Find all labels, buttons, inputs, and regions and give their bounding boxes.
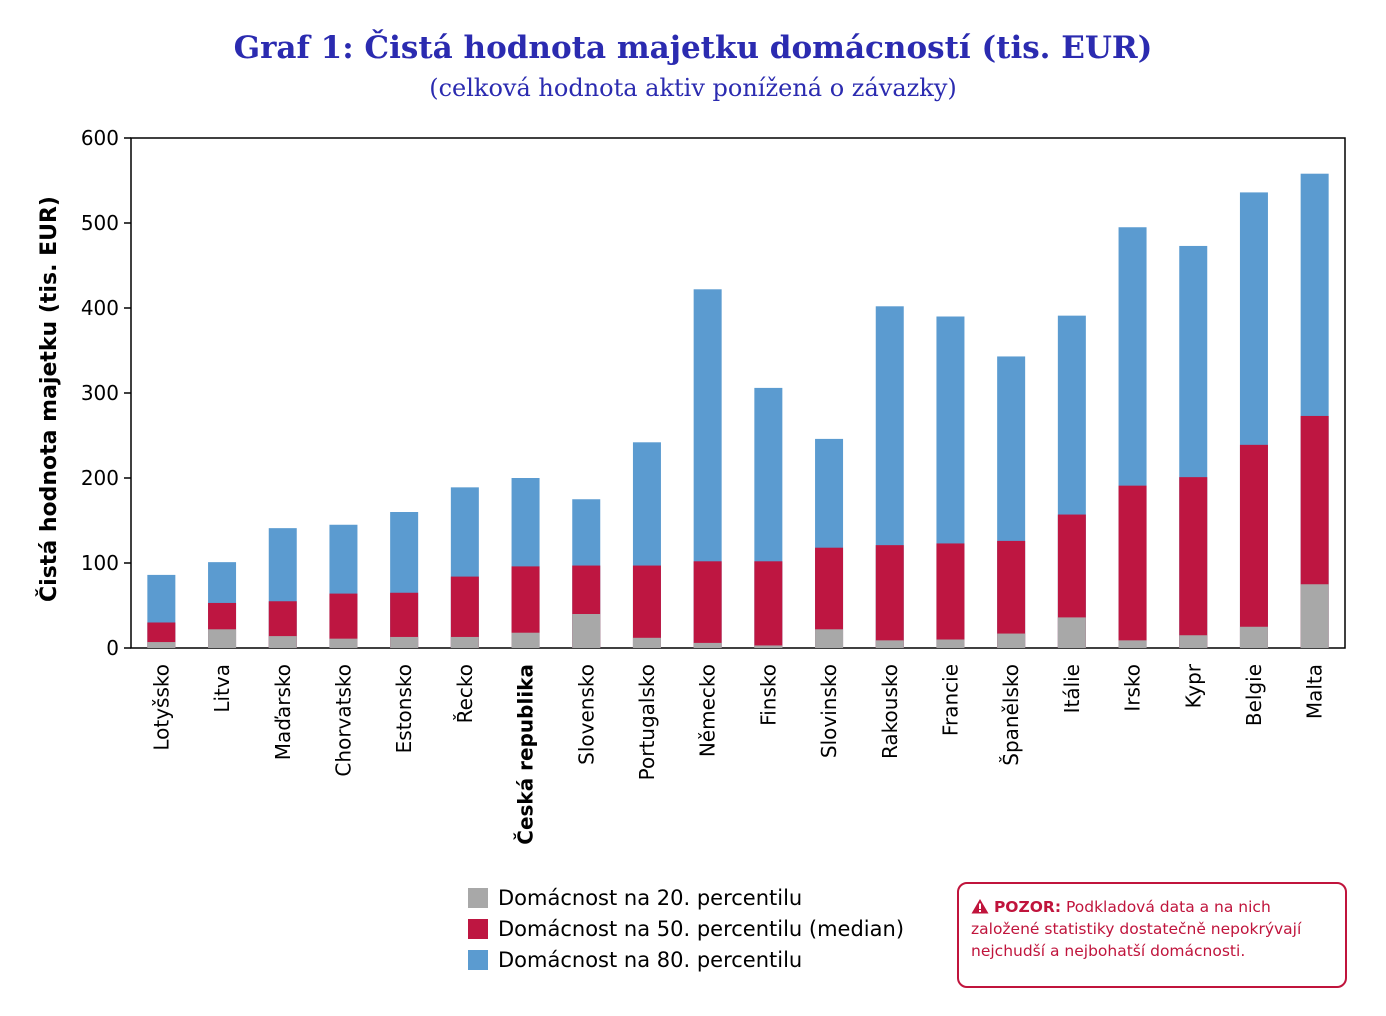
bar-p20: [390, 636, 419, 648]
bar-p50: [754, 561, 783, 648]
x-tick-label: Francie: [938, 664, 962, 736]
legend-label-p50: Domácnost na 50. percentilu (median): [498, 916, 905, 941]
y-tick-label: 500: [81, 211, 119, 235]
bar-p50: [1239, 444, 1268, 648]
y-tick-label: 300: [81, 381, 119, 405]
x-tick-label: Německo: [696, 664, 720, 757]
bar-chart: 0 100 200 300 400 500 600 Čistá hodnota majetku…: [36, 126, 1346, 845]
bar-p50: [450, 576, 479, 648]
bar-p20: [693, 642, 722, 648]
bar-p50: [875, 545, 904, 648]
x-tick-label: Maďarsko: [271, 664, 295, 760]
bar-p20: [997, 633, 1026, 648]
bar-p20: [1300, 584, 1329, 648]
x-tick-label: Španělsko: [999, 664, 1023, 766]
x-tick-label: Irsko: [1121, 664, 1145, 712]
legend-label-p80: Domácnost na 80. percentilu: [498, 947, 803, 972]
bar-p20: [208, 629, 237, 648]
legend-label-p20: Domácnost na 20. percentilu: [498, 885, 803, 910]
y-tick-label: 200: [81, 466, 119, 490]
x-tick-label: Malta: [1303, 664, 1327, 719]
bar-p50: [936, 543, 965, 648]
warning-triangle-icon: [971, 896, 989, 918]
chart-title: Graf 1: Čistá hodnota majetku domácností…: [233, 30, 1153, 66]
bar-p20: [450, 636, 479, 648]
x-tick-label: Belgie: [1242, 664, 1266, 726]
x-tick-label: Estonsko: [392, 664, 416, 753]
bar-p50: [997, 540, 1026, 648]
x-tick-label: Itálie: [1060, 664, 1084, 713]
legend: Domácnost na 20. percentilu Domácnost na…: [468, 882, 904, 975]
y-tick-label: 400: [81, 296, 119, 320]
bar-p20: [1239, 626, 1268, 648]
chart-subtitle: (celková hodnota aktiv ponížená o závazk…: [429, 74, 957, 102]
y-tick-label: 600: [81, 126, 119, 150]
legend-item-p50: Domácnost na 50. percentilu (median): [468, 913, 904, 944]
bar-p20: [754, 645, 783, 648]
bar-p50: [693, 561, 722, 648]
bar-p20: [147, 642, 176, 648]
x-tick-label: Finsko: [756, 664, 780, 726]
plot-frame: [130, 137, 1346, 649]
bar-p20: [511, 632, 540, 648]
legend-swatch-p80: [468, 949, 488, 970]
bar-p50: [1118, 485, 1147, 648]
warning-text: Podkladová data a na nich založené stati…: [971, 898, 1302, 960]
x-tick-label: Slovensko: [574, 664, 598, 765]
warning-note: POZOR: Podkladová data a na nich založen…: [957, 882, 1347, 988]
x-tick-label: Slovinsko: [817, 664, 841, 758]
legend-item-p20: Domácnost na 20. percentilu: [468, 882, 904, 913]
bar-p20: [1179, 635, 1208, 648]
x-tick-label: Rakousko: [878, 664, 902, 759]
y-tick-label: 0: [106, 636, 119, 660]
x-tick-label: Řecko: [453, 664, 477, 723]
warning-label: POZOR:: [993, 898, 1062, 916]
bar-p20: [1118, 640, 1147, 648]
bar-p20: [815, 629, 844, 648]
bar-p20: [936, 639, 965, 648]
x-tick-label: Litva: [210, 664, 234, 713]
legend-swatch-p50: [468, 918, 488, 939]
legend-item-p80: Domácnost na 80. percentilu: [468, 944, 904, 975]
y-tick-label: 100: [81, 551, 119, 575]
x-tick-label: Česká republika: [514, 664, 538, 845]
bar-p20: [1057, 617, 1086, 648]
x-tick-label: Portugalsko: [635, 664, 659, 780]
bar-p20: [329, 638, 358, 648]
legend-swatch-p20: [468, 887, 488, 908]
x-tick-label: Lotyšsko: [149, 664, 173, 751]
bar-p20: [268, 636, 297, 648]
bar-p50: [632, 565, 661, 648]
y-axis-title: Čistá hodnota majetku (tis. EUR): [36, 196, 62, 602]
bar-p20: [572, 614, 601, 648]
bar-p20: [875, 640, 904, 648]
x-tick-label: Chorvatsko: [331, 664, 355, 777]
x-tick-label: Kypr: [1181, 663, 1205, 708]
bar-p20: [632, 637, 661, 648]
bar-p50: [1179, 477, 1208, 648]
